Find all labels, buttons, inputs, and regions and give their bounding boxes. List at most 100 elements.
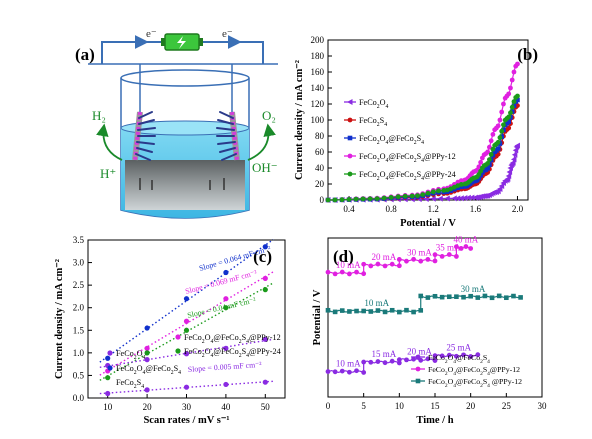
foam-holes — [139, 178, 225, 190]
x-tick-label: 1.6 — [470, 204, 482, 214]
y-tick-label: 1.0 — [73, 348, 85, 358]
x-axis-label: Potential / V — [400, 218, 456, 229]
data-point — [468, 194, 475, 201]
x-tick-label: 50 — [261, 402, 271, 412]
y-tick-label: 0.0 — [73, 393, 85, 403]
data-point — [506, 169, 513, 175]
y-tick-label: 2.5 — [73, 280, 85, 290]
x-tick-label: 0 — [326, 401, 331, 411]
data-point — [515, 103, 520, 108]
data-point — [488, 152, 494, 157]
x-tick-label: 30 — [182, 402, 192, 412]
data-point — [446, 352, 452, 358]
o2-label: O₂ — [262, 108, 276, 123]
legend-marker — [415, 366, 421, 372]
legend-entry: FeCo2O4@FeCo2S4 — [116, 364, 181, 376]
legend-entry: FeCo2O4@FeCo2S4@PPy-24 — [184, 347, 281, 359]
data-point — [444, 195, 450, 202]
data-point — [360, 196, 366, 202]
data-point — [325, 307, 331, 313]
legend-entry: FeCo2O4@FeCo2S4@PPy-12 — [428, 365, 520, 377]
data-point — [395, 194, 401, 200]
legend-entry: FeCo2O4@FeCo2S4 — [428, 353, 490, 365]
legend-entry: FeCo2O4@FeCo2S4 — [359, 134, 424, 146]
data-point — [439, 253, 445, 259]
data-point — [506, 114, 512, 120]
data-point — [458, 195, 464, 202]
x-axis-label: Time / h — [416, 415, 453, 426]
series-line — [456, 245, 471, 250]
o2-arrow — [247, 123, 276, 161]
electron-label-left: e⁻ — [146, 28, 157, 40]
legend-entry: FeCo2O4@FeCo2S4@PPy-12 — [359, 152, 456, 164]
data-point — [105, 390, 111, 397]
legend-marker — [415, 354, 421, 360]
data-point — [144, 357, 150, 363]
data-point — [389, 261, 395, 267]
data-point — [437, 195, 443, 202]
y-tick-label: 80 — [315, 131, 325, 141]
data-point — [347, 271, 352, 277]
data-point — [496, 186, 503, 192]
data-point — [332, 369, 338, 375]
data-point — [375, 359, 381, 364]
y-tick-label: 3.5 — [73, 235, 85, 245]
data-point — [461, 195, 468, 201]
data-point — [339, 197, 345, 203]
data-point — [458, 246, 464, 251]
battery-icon — [161, 33, 203, 51]
data-point — [511, 293, 516, 299]
x-tick-label: 2.0 — [512, 204, 524, 214]
data-point — [490, 132, 496, 137]
data-point — [411, 256, 416, 262]
current-step-label: 35 mA — [436, 242, 461, 252]
data-point — [454, 294, 459, 299]
y-tick-label: 60 — [315, 147, 325, 157]
legend-entry: FeCo2O4@FeCo2S4@PPy-24 — [359, 170, 456, 182]
y-tick-label: 140 — [311, 83, 325, 93]
data-point — [374, 196, 380, 202]
fit-line — [99, 380, 274, 395]
data-point — [346, 197, 352, 202]
data-point — [425, 190, 431, 196]
data-point — [463, 244, 469, 249]
data-point — [511, 99, 517, 104]
data-point — [389, 358, 395, 364]
legend-entry: FeCo2S4 — [359, 116, 387, 128]
data-point — [485, 166, 490, 171]
anode-electrode — [216, 64, 240, 161]
data-point — [354, 368, 359, 374]
data-point — [105, 355, 111, 361]
data-point — [396, 257, 402, 262]
y-axis-label: Current density / mA cm⁻² — [294, 60, 305, 180]
data-point — [488, 138, 494, 144]
data-point — [409, 193, 415, 199]
data-point — [501, 122, 506, 128]
oh-minus-label: OH⁻ — [252, 160, 278, 175]
data-point — [144, 345, 150, 351]
y-tick-label: 3.0 — [73, 258, 85, 268]
data-point — [461, 294, 466, 300]
data-point — [361, 308, 366, 314]
data-point — [382, 360, 388, 366]
data-point — [368, 263, 374, 269]
legend-marker — [347, 99, 353, 105]
data-point — [451, 195, 457, 202]
data-point — [497, 135, 503, 141]
data-point — [223, 269, 229, 276]
data-point — [432, 293, 438, 299]
data-point — [436, 188, 441, 194]
data-point — [339, 368, 345, 374]
data-point — [388, 195, 394, 200]
data-point — [511, 69, 517, 75]
legend-entry: FeCo2O4@FeCo2S4@PPy-12 — [184, 333, 281, 345]
current-step-label: 10 mA — [336, 260, 361, 270]
data-point — [367, 196, 373, 202]
slope-annotation: Slope = 0.04 mF cm⁻² — [186, 295, 257, 320]
data-point — [430, 189, 436, 195]
fit-line — [99, 282, 274, 381]
y-tick-label: 100 — [311, 115, 325, 125]
data-point — [404, 258, 409, 264]
legend-marker — [347, 135, 353, 141]
